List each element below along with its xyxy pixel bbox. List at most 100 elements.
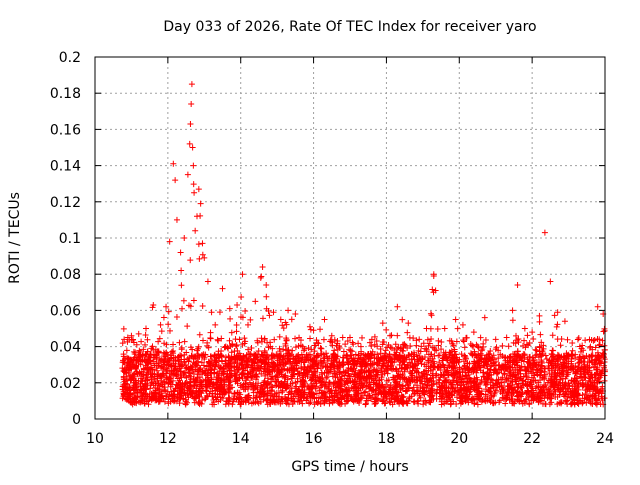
data-point	[558, 399, 565, 406]
data-point	[265, 371, 272, 378]
data-point	[152, 387, 159, 394]
data-point	[168, 354, 175, 361]
data-point	[420, 384, 427, 391]
data-point	[454, 369, 461, 376]
data-point	[582, 337, 589, 344]
data-point	[317, 384, 324, 391]
data-point	[392, 341, 399, 348]
data-point	[139, 378, 146, 385]
x-tick-label: 20	[450, 431, 468, 447]
data-point	[368, 342, 375, 349]
data-point	[566, 382, 573, 389]
data-point	[144, 382, 151, 389]
data-point	[313, 383, 320, 390]
data-point-peak	[521, 325, 528, 332]
data-point	[187, 257, 194, 264]
data-point	[230, 396, 237, 403]
data-point	[199, 303, 206, 310]
data-point	[352, 367, 359, 374]
data-point	[170, 393, 177, 400]
data-point	[325, 385, 332, 392]
data-point	[161, 378, 168, 385]
data-point	[138, 375, 145, 382]
data-point	[414, 357, 421, 364]
data-point	[349, 348, 356, 355]
data-point	[120, 391, 127, 398]
data-point	[245, 397, 252, 404]
data-point	[146, 365, 153, 372]
data-point	[155, 338, 162, 345]
data-point	[374, 351, 381, 358]
data-point	[298, 383, 305, 390]
data-point	[326, 380, 333, 387]
data-point	[180, 297, 187, 304]
data-point	[599, 383, 606, 390]
data-point	[420, 401, 427, 408]
data-point	[426, 340, 433, 347]
data-point	[331, 354, 338, 361]
data-point	[249, 362, 256, 369]
data-point	[212, 363, 219, 370]
data-point	[400, 393, 407, 400]
data-point	[266, 368, 273, 375]
data-point	[354, 371, 361, 378]
data-point	[443, 398, 450, 405]
data-point	[401, 354, 408, 361]
data-point-peak	[188, 81, 195, 88]
data-point	[227, 385, 234, 392]
data-point	[138, 338, 145, 345]
data-point	[175, 381, 182, 388]
data-point	[557, 342, 564, 349]
data-point	[487, 398, 494, 405]
data-point	[601, 325, 608, 332]
data-point-peak	[201, 254, 208, 261]
data-point	[552, 374, 559, 381]
data-point	[375, 397, 382, 404]
data-point	[298, 358, 305, 365]
data-point	[297, 337, 304, 344]
data-point-peak	[143, 325, 149, 332]
data-point	[408, 376, 415, 383]
data-point	[306, 356, 313, 363]
data-point	[434, 386, 441, 393]
data-point	[120, 325, 127, 332]
data-point	[261, 347, 268, 354]
data-points	[119, 81, 608, 408]
data-point	[155, 396, 162, 403]
data-point	[554, 384, 561, 391]
data-point	[349, 339, 356, 346]
data-point	[419, 385, 426, 392]
data-point	[436, 359, 443, 366]
data-point-peak	[285, 307, 292, 314]
data-point	[530, 372, 537, 379]
data-point	[269, 345, 276, 352]
data-point	[556, 380, 563, 387]
data-point	[173, 372, 180, 379]
data-point	[575, 386, 582, 393]
data-point	[233, 322, 240, 329]
data-point	[272, 374, 279, 381]
data-point	[480, 343, 487, 350]
data-point	[540, 383, 547, 390]
data-point	[532, 352, 539, 359]
data-point	[172, 385, 179, 392]
data-point	[597, 360, 604, 367]
data-point	[473, 354, 480, 361]
data-point	[199, 251, 206, 258]
data-point	[260, 353, 267, 360]
data-point	[399, 359, 406, 366]
data-point	[207, 388, 214, 395]
data-point	[258, 273, 265, 280]
data-point	[317, 401, 324, 408]
data-point	[189, 346, 196, 353]
data-point	[523, 341, 530, 348]
data-point	[377, 388, 384, 395]
data-point	[392, 378, 399, 385]
data-point	[166, 375, 173, 382]
data-point	[226, 354, 233, 361]
x-tick-label: 10	[86, 431, 104, 447]
data-point	[446, 392, 453, 399]
data-point	[375, 369, 382, 376]
data-point	[444, 369, 451, 376]
data-point	[514, 337, 521, 344]
